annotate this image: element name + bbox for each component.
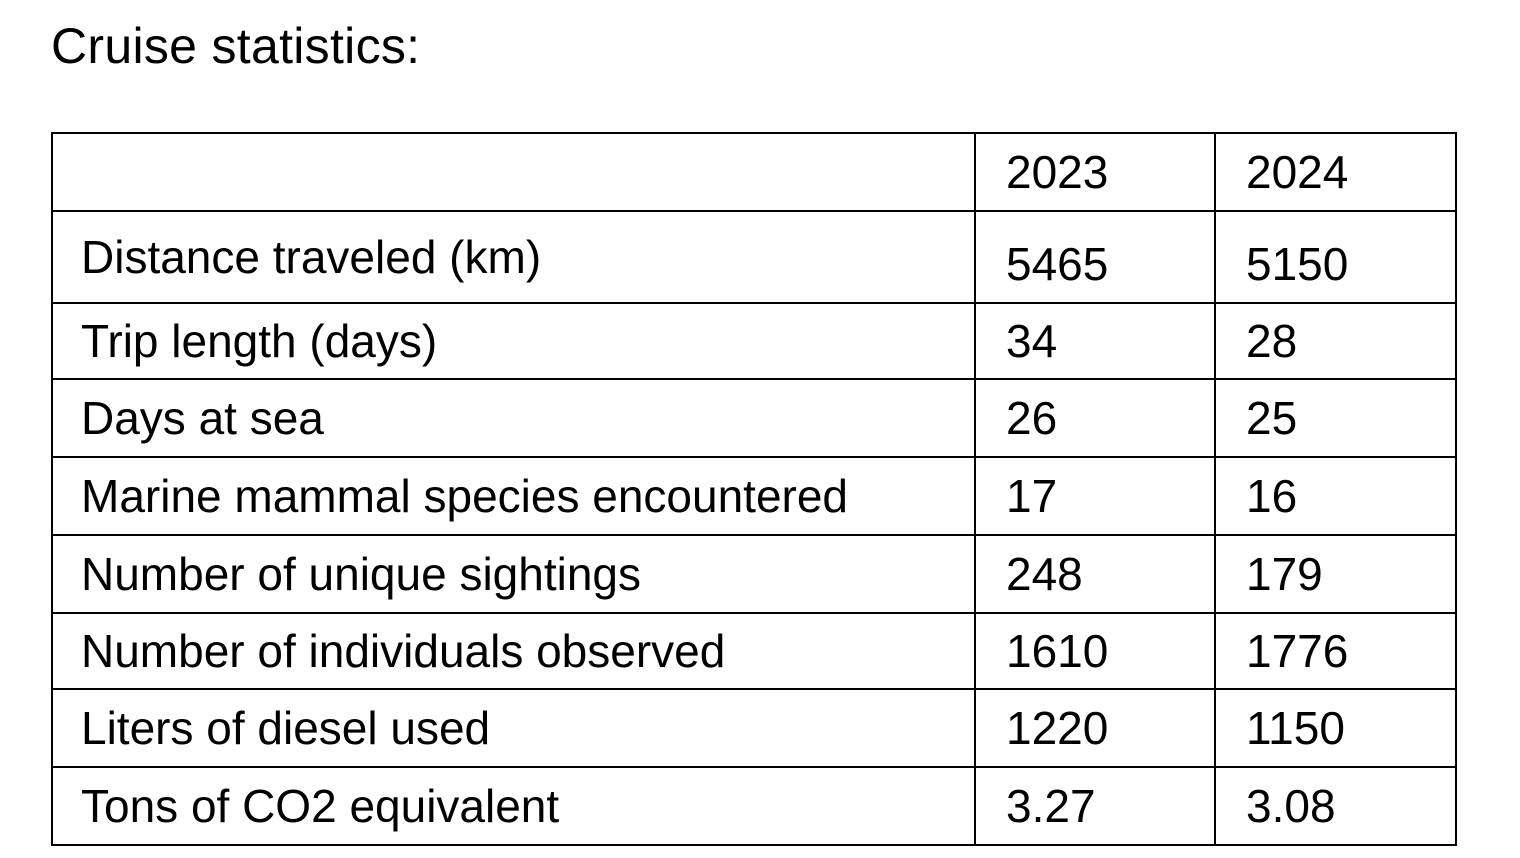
page-title: Cruise statistics: <box>51 18 421 74</box>
value-2024: 5150 <box>1214 210 1457 304</box>
header-empty-cell <box>51 132 976 212</box>
cruise-statistics-table: 2023 2024 Distance traveled (km) 5465 51… <box>51 132 1457 846</box>
table-row: Marine mammal species encountered 17 16 <box>51 456 1457 536</box>
row-label: Liters of diesel used <box>51 688 976 768</box>
row-label: Distance traveled (km) <box>51 210 976 304</box>
value-2024: 179 <box>1214 534 1457 614</box>
table-row: Number of unique sightings 248 179 <box>51 534 1457 614</box>
value-2023: 248 <box>974 534 1216 614</box>
value-2023: 5465 <box>974 210 1216 304</box>
value-2024: 1150 <box>1214 688 1457 768</box>
value-2024: 25 <box>1214 378 1457 458</box>
table-row: Liters of diesel used 1220 1150 <box>51 688 1457 768</box>
table-row: Trip length (days) 34 28 <box>51 302 1457 380</box>
row-label: Days at sea <box>51 378 976 458</box>
row-label: Tons of CO2 equivalent <box>51 766 976 846</box>
value-2023: 1220 <box>974 688 1216 768</box>
table-row: Distance traveled (km) 5465 5150 <box>51 210 1457 304</box>
header-year-2023: 2023 <box>974 132 1216 212</box>
value-2023: 1610 <box>974 612 1216 690</box>
row-label: Number of unique sightings <box>51 534 976 614</box>
value-2024: 1776 <box>1214 612 1457 690</box>
row-label: Number of individuals observed <box>51 612 976 690</box>
table-row: Tons of CO2 equivalent 3.27 3.08 <box>51 766 1457 846</box>
header-year-2024: 2024 <box>1214 132 1457 212</box>
table-row: Number of individuals observed 1610 1776 <box>51 612 1457 690</box>
value-2023: 3.27 <box>974 766 1216 846</box>
value-2024: 3.08 <box>1214 766 1457 846</box>
value-2023: 26 <box>974 378 1216 458</box>
value-2023: 34 <box>974 302 1216 380</box>
row-label: Marine mammal species encountered <box>51 456 976 536</box>
table-header-row: 2023 2024 <box>51 132 1457 212</box>
row-label: Trip length (days) <box>51 302 976 380</box>
value-2024: 16 <box>1214 456 1457 536</box>
value-2023: 17 <box>974 456 1216 536</box>
table-row: Days at sea 26 25 <box>51 378 1457 458</box>
value-2024: 28 <box>1214 302 1457 380</box>
